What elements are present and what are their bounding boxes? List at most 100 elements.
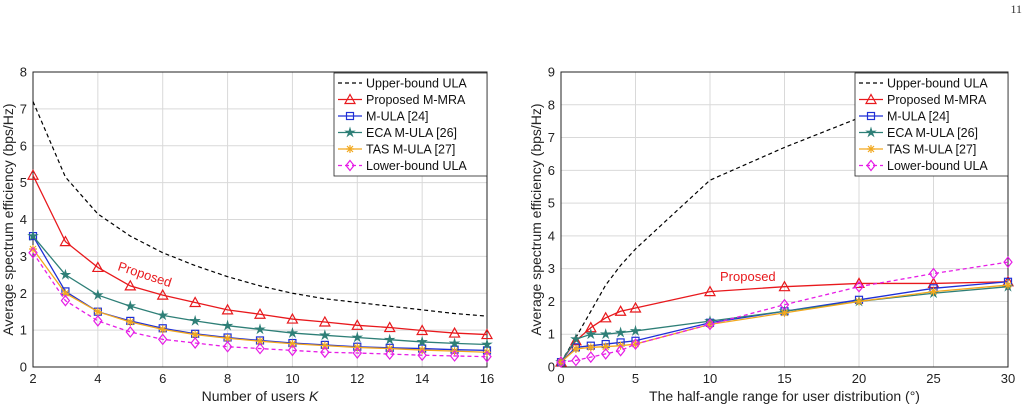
data-point bbox=[320, 346, 330, 359]
y-tick-label: 0 bbox=[20, 360, 27, 375]
data-point bbox=[585, 328, 597, 340]
data-point bbox=[557, 358, 565, 367]
series-proposed bbox=[26, 169, 494, 340]
legend-marker bbox=[866, 159, 876, 172]
legend: Upper-bound ULA Proposed M-MRA M-ULA [24] E… bbox=[854, 72, 1009, 177]
data-point bbox=[157, 333, 168, 346]
legend-label: Lower-bound ULA bbox=[366, 159, 467, 173]
data-point bbox=[1003, 256, 1013, 269]
data-point bbox=[448, 326, 461, 338]
data-point bbox=[448, 337, 461, 349]
y-tick-label: 1 bbox=[20, 323, 27, 338]
data-point bbox=[124, 279, 137, 291]
y-tick-label: 5 bbox=[548, 196, 555, 211]
x-tick-label: 25 bbox=[926, 371, 940, 386]
y-tick-label: 7 bbox=[20, 101, 27, 116]
series-lower bbox=[28, 246, 492, 363]
data-point bbox=[286, 312, 299, 324]
y-tick-label: 6 bbox=[20, 138, 27, 153]
data-point bbox=[481, 338, 493, 350]
x-tick-label: 20 bbox=[852, 371, 866, 386]
data-point bbox=[417, 349, 427, 362]
legend-item: Lower-bound ULA bbox=[338, 159, 467, 173]
data-point bbox=[60, 294, 71, 307]
data-point bbox=[27, 230, 39, 241]
x-tick-label: 10 bbox=[703, 371, 717, 386]
legend-item: Lower-bound ULA bbox=[859, 159, 988, 173]
data-point bbox=[629, 301, 642, 313]
legend-marker bbox=[343, 93, 357, 105]
data-point bbox=[319, 329, 331, 341]
data-point bbox=[189, 296, 202, 308]
plot-frame bbox=[32, 71, 488, 368]
legend-item: Upper-bound ULA bbox=[859, 77, 988, 91]
data-point bbox=[779, 298, 790, 311]
data-point bbox=[223, 334, 232, 343]
data-point bbox=[91, 261, 104, 273]
x-axis-label: The half-angle range for user distributi… bbox=[649, 388, 920, 404]
legend-label: Upper-bound ULA bbox=[887, 77, 988, 91]
data-point bbox=[571, 344, 580, 353]
annotation-proposed: Proposed bbox=[116, 259, 174, 290]
data-point bbox=[601, 342, 610, 351]
data-point bbox=[630, 338, 641, 351]
legend-item: Upper-bound ULA bbox=[338, 77, 467, 91]
data-point bbox=[190, 337, 200, 349]
x-tick-label: 8 bbox=[224, 371, 231, 386]
data-point bbox=[256, 337, 264, 346]
x-axis-label: Number of users K bbox=[202, 388, 319, 404]
legend-item: ECA M-ULA [26] bbox=[859, 126, 978, 140]
data-point bbox=[569, 334, 582, 346]
data-point bbox=[482, 350, 492, 363]
series-line bbox=[560, 261, 1009, 363]
data-point bbox=[384, 348, 395, 361]
data-point bbox=[778, 280, 791, 292]
x-tick-label: 14 bbox=[415, 371, 429, 386]
annotation-proposed: Proposed bbox=[720, 269, 776, 284]
legend-item: TAS M-ULA [27] bbox=[338, 143, 455, 157]
x-tick-label: 10 bbox=[285, 371, 299, 386]
data-point bbox=[222, 340, 233, 353]
data-point bbox=[125, 326, 136, 338]
legend-label: ECA M-ULA [26] bbox=[887, 126, 978, 140]
data-point bbox=[59, 235, 72, 247]
chart-2: 0 5 10 15 20 25 30 0 1 2 3 4 5 6 7 8 9 The half-angle ran… bbox=[528, 65, 1015, 405]
data-point bbox=[92, 289, 104, 300]
series-line bbox=[32, 101, 488, 317]
legend-item: M-ULA [24] bbox=[859, 110, 950, 124]
series-upper bbox=[560, 77, 1009, 363]
data-point bbox=[29, 245, 37, 253]
series-upper bbox=[32, 101, 488, 317]
data-point bbox=[254, 323, 266, 335]
x-tick-label: 5 bbox=[632, 371, 639, 386]
data-point bbox=[61, 289, 70, 298]
data-point bbox=[255, 342, 265, 355]
series-eca bbox=[27, 230, 493, 350]
data-point bbox=[629, 324, 642, 336]
legend-label: TAS M-ULA [27] bbox=[887, 143, 976, 157]
legend-label: ECA M-ULA [26] bbox=[366, 126, 457, 140]
data-point bbox=[59, 268, 72, 280]
legend-label: Proposed M-MRA bbox=[887, 93, 987, 107]
legend-label: Proposed M-MRA bbox=[366, 93, 466, 107]
data-point bbox=[571, 354, 581, 367]
y-tick-label: 6 bbox=[548, 163, 555, 178]
data-point bbox=[1004, 281, 1012, 290]
data-point bbox=[615, 344, 626, 357]
legend-marker bbox=[867, 145, 875, 153]
data-point bbox=[586, 351, 596, 364]
data-point bbox=[351, 331, 364, 343]
y-tick-label: 2 bbox=[548, 294, 555, 309]
y-tick-label: 5 bbox=[20, 175, 27, 190]
y-tick-label: 7 bbox=[548, 130, 555, 145]
x-tick-label: 16 bbox=[480, 371, 494, 386]
series-line bbox=[32, 252, 488, 358]
data-point bbox=[221, 303, 234, 315]
legend-label: TAS M-ULA [27] bbox=[366, 143, 455, 157]
y-tick-label: 8 bbox=[548, 97, 555, 112]
x-tick-label: 2 bbox=[29, 371, 36, 386]
plot-frame bbox=[560, 71, 1009, 368]
x-tick-label: 6 bbox=[159, 371, 166, 386]
data-point bbox=[93, 307, 102, 316]
